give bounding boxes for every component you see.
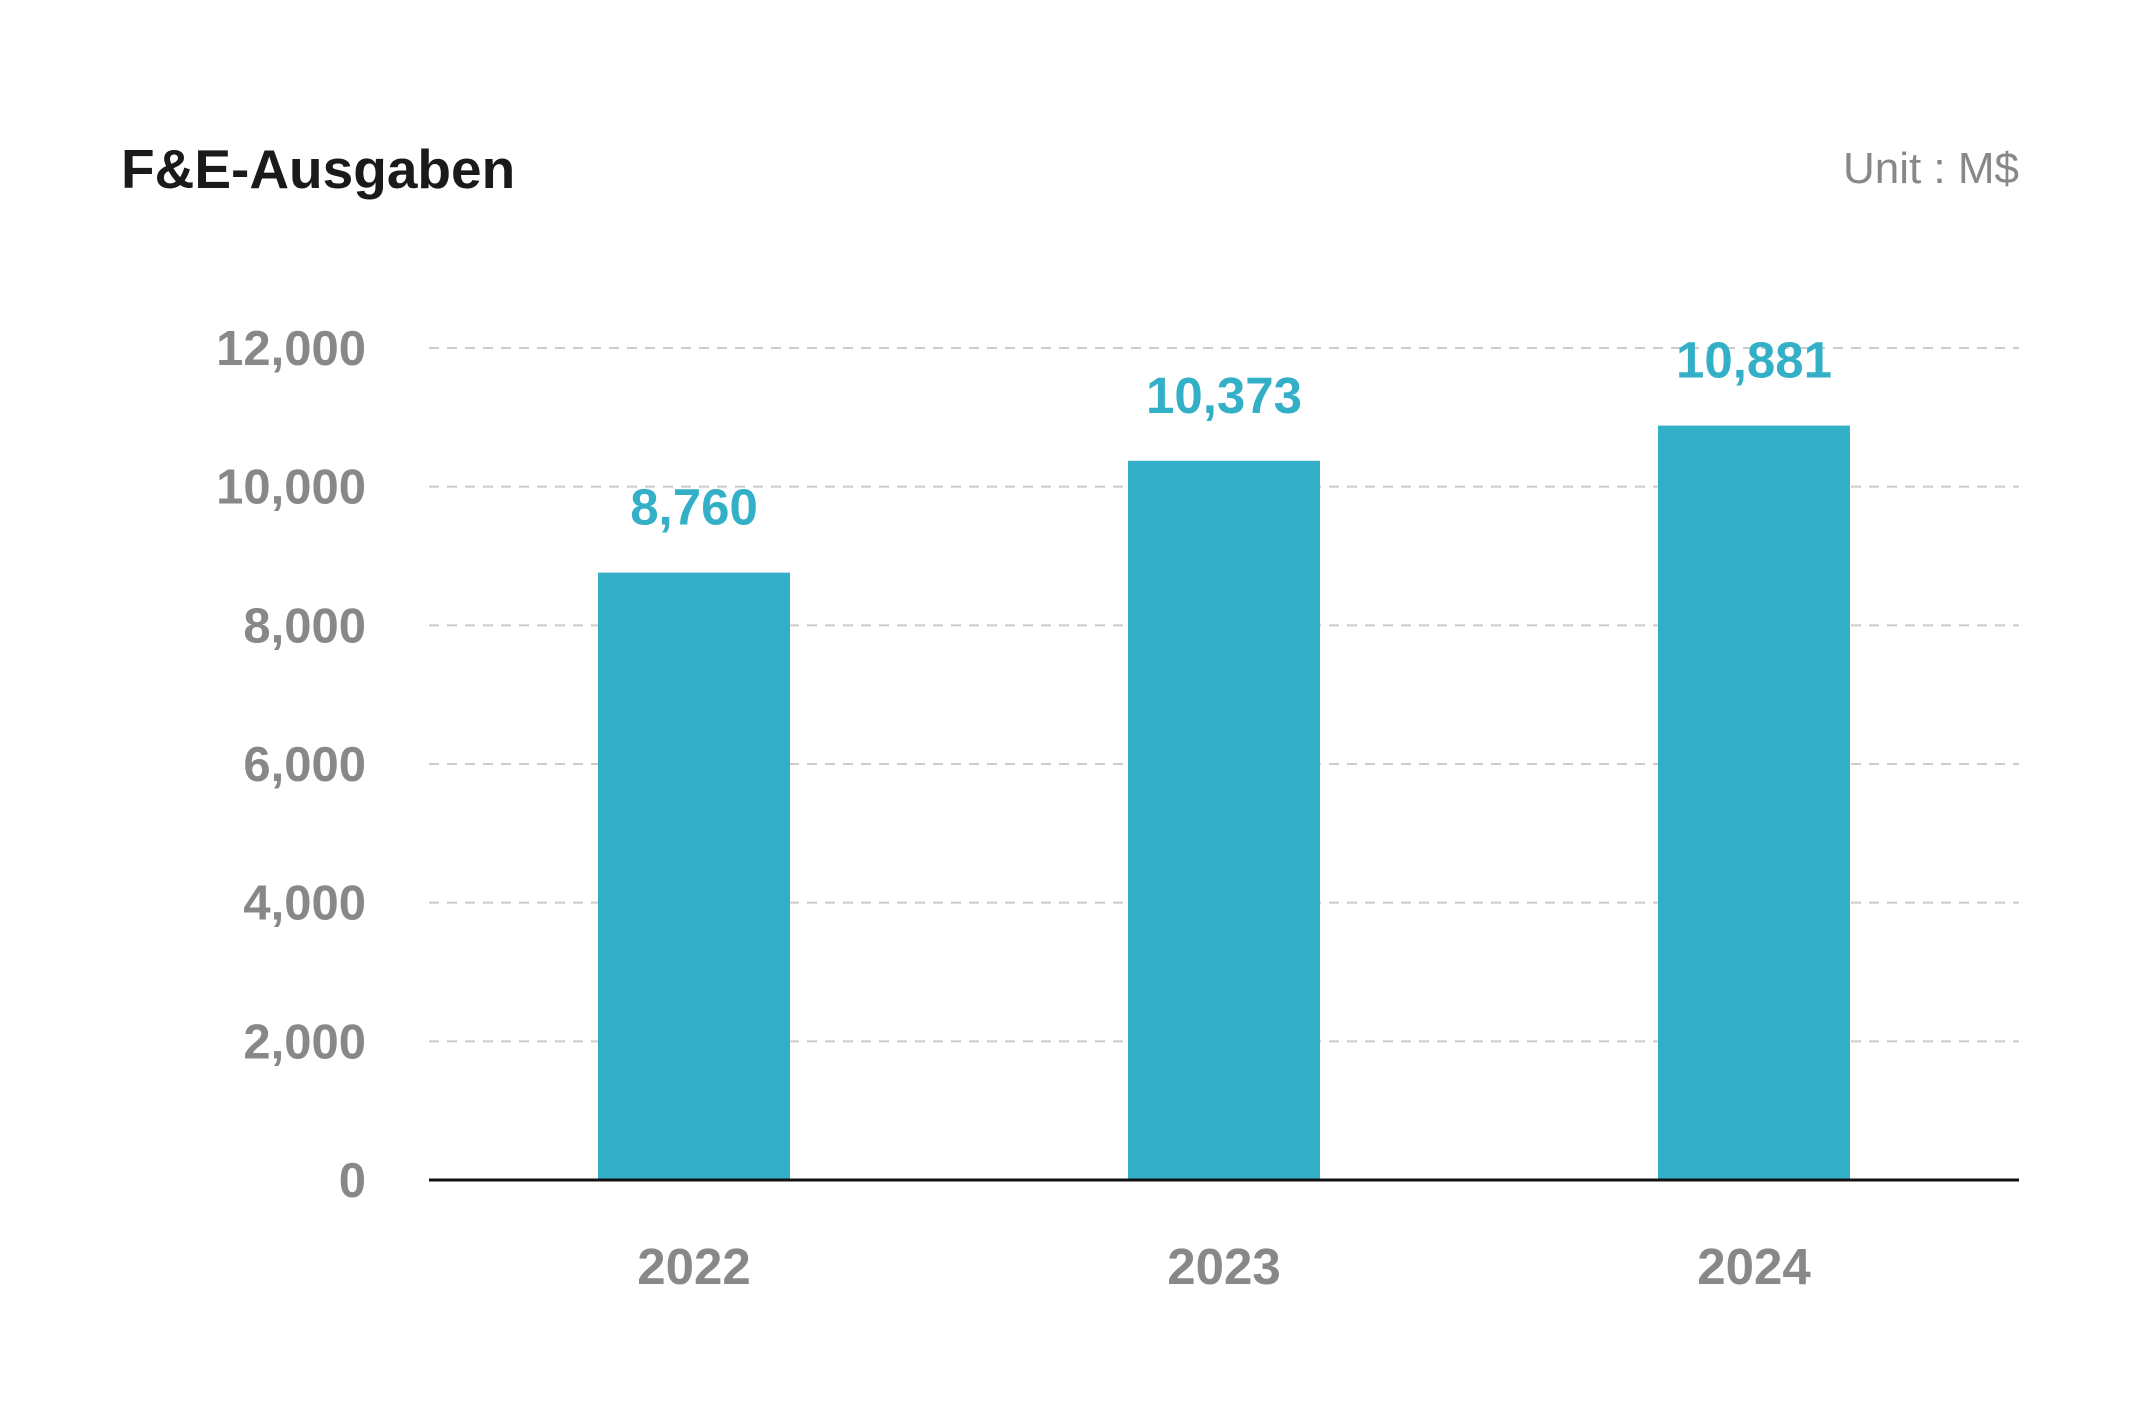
x-tick-label: 2024	[1697, 1238, 1811, 1295]
x-axis-ticks: 2022 2023 2024	[637, 1238, 1811, 1295]
data-label: 10,373	[1146, 367, 1302, 424]
bar-2024	[1658, 425, 1850, 1181]
y-tick-label: 2,000	[243, 1015, 366, 1069]
y-axis-ticks: 0 2,000 4,000 6,000 8,000 10,000 12,000	[216, 322, 366, 1208]
y-tick-label: 12,000	[216, 322, 366, 376]
bars: 8,760 10,373 10,881	[598, 332, 1850, 1181]
y-tick-label: 4,000	[243, 877, 366, 931]
data-label: 10,881	[1676, 332, 1832, 389]
y-tick-label: 8,000	[243, 599, 366, 653]
y-tick-label: 6,000	[243, 738, 366, 792]
bar-2023	[1128, 460, 1320, 1181]
data-label: 8,760	[630, 479, 758, 536]
bar-2022	[598, 572, 790, 1180]
unit-label: Unit : M$	[1843, 144, 2019, 193]
y-tick-label: 10,000	[216, 461, 366, 515]
x-tick-label: 2023	[1167, 1238, 1280, 1295]
x-tick-label: 2022	[637, 1238, 750, 1295]
chart-title: F&E-Ausgaben	[121, 138, 515, 200]
y-tick-label: 0	[339, 1154, 366, 1208]
